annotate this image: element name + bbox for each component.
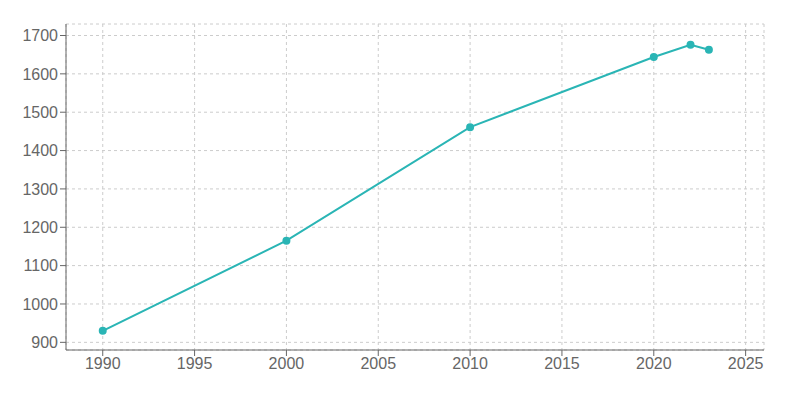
svg-text:2000: 2000 bbox=[269, 355, 305, 372]
svg-text:1990: 1990 bbox=[85, 355, 121, 372]
svg-text:1300: 1300 bbox=[22, 181, 58, 198]
svg-text:2010: 2010 bbox=[452, 355, 488, 372]
svg-text:1200: 1200 bbox=[22, 219, 58, 236]
svg-text:1995: 1995 bbox=[177, 355, 213, 372]
svg-text:2025: 2025 bbox=[728, 355, 764, 372]
svg-text:1600: 1600 bbox=[22, 66, 58, 83]
svg-text:1100: 1100 bbox=[24, 257, 59, 274]
svg-text:1400: 1400 bbox=[22, 142, 58, 159]
svg-text:2020: 2020 bbox=[636, 355, 672, 372]
svg-text:1500: 1500 bbox=[22, 104, 58, 121]
svg-text:2005: 2005 bbox=[360, 355, 396, 372]
svg-text:1000: 1000 bbox=[22, 296, 58, 313]
svg-text:900: 900 bbox=[31, 334, 58, 351]
svg-text:1700: 1700 bbox=[22, 27, 58, 44]
svg-text:2015: 2015 bbox=[544, 355, 580, 372]
